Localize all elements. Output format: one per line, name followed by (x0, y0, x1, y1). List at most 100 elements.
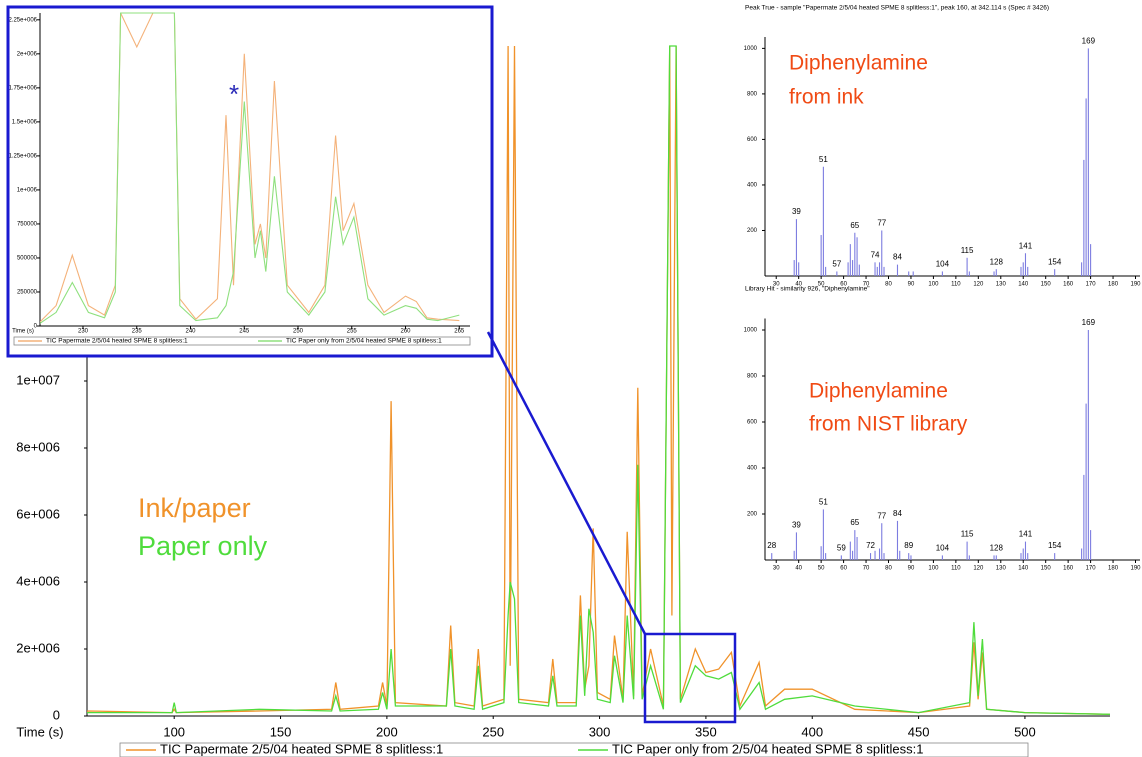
peak-label: 51 (819, 498, 828, 507)
y-tick-label: 1e+007 (16, 372, 60, 387)
peak-label: 128 (990, 257, 1004, 266)
peak-label: 154 (1048, 541, 1062, 550)
x-tick-label: 255 (347, 329, 358, 335)
x-tick-label: 400 (801, 724, 823, 739)
spectrum-bar (993, 555, 995, 560)
x-tick-label: 130 (996, 282, 1007, 288)
peak-label: 74 (871, 250, 880, 259)
legend-box (119, 742, 1029, 757)
peak-label: 89 (904, 541, 913, 550)
x-axis-label: Time (s) (16, 724, 63, 739)
x-tick-label: 90 (908, 566, 915, 572)
y-tick-label: 250000 (17, 290, 38, 296)
spectrum-bar (820, 546, 822, 560)
peak-label: 39 (792, 207, 801, 216)
x-tick-label: 200 (376, 724, 398, 739)
legend-label: TIC Papermate 2/5/04 heated SPME 8 split… (46, 338, 188, 345)
annotation: Diphenylamine (789, 52, 928, 75)
x-tick-label: 150 (270, 724, 292, 739)
y-tick-label: 4e+006 (16, 573, 60, 588)
y-tick-label: 400 (747, 466, 758, 472)
spectrum-bar (1085, 98, 1087, 276)
x-axis-label: Time (s) (12, 329, 34, 335)
x-tick-label: 170 (1086, 282, 1097, 288)
x-tick-label: 100 (928, 566, 939, 572)
spectrum-bar (1054, 553, 1056, 560)
spectrum-bar (825, 553, 827, 560)
spectrum-bar (854, 530, 856, 560)
x-tick-label: 110 (951, 566, 961, 572)
x-tick-label: 190 (1131, 566, 1142, 572)
spectrum-bar (822, 166, 824, 276)
x-tick-label: 140 (1018, 282, 1029, 288)
x-tick-label: 160 (1063, 282, 1074, 288)
spectrum-bar (912, 271, 914, 276)
spectrum-bar (910, 555, 912, 560)
series-line (87, 45, 1110, 715)
spectrum-bar (968, 555, 970, 560)
x-tick-label: 160 (1063, 566, 1074, 572)
zoom-box (643, 632, 737, 724)
x-tick-label: 150 (1041, 282, 1052, 288)
x-tick-label: 235 (132, 329, 143, 335)
x-tick-label: 70 (863, 282, 870, 288)
y-tick-label: 2e+006 (16, 640, 60, 655)
spectrum-bar (856, 237, 858, 276)
spectrum-bar (849, 541, 851, 560)
spectrum-bar (1024, 253, 1027, 276)
chart-line: 0 250000 500000 750000 1e+006 1.25e+006 1.5e+0… (6, 5, 494, 358)
y-tick-label: 600 (747, 137, 758, 143)
y-tick-label: 1.25e+006 (8, 153, 37, 159)
x-tick-label: 60 (840, 282, 847, 288)
x-tick-label: 350 (695, 724, 717, 739)
peak-label: 72 (866, 541, 875, 550)
spectrum-bar (883, 266, 885, 276)
x-tick-label: 30 (773, 282, 780, 288)
spectrum-bar (847, 262, 849, 276)
x-tick-label: 40 (795, 282, 802, 288)
x-tick-label: 265 (454, 329, 465, 335)
x-tick-label: 120 (973, 282, 984, 288)
x-tick-label: 40 (795, 566, 802, 572)
spectrum-bar (852, 550, 854, 560)
x-tick-label: 190 (1131, 282, 1142, 288)
y-tick-label: 1.75e+006 (8, 85, 37, 91)
peak-label: 141 (1019, 530, 1033, 539)
peak-label: 65 (850, 518, 859, 527)
annotation: Paper only (138, 531, 268, 561)
spectrum-bar (1024, 541, 1027, 560)
spectrum-bar (966, 541, 968, 560)
zoom-connector (486, 331, 647, 635)
x-tick-label: 90 (908, 282, 915, 288)
spectrum-bar (941, 555, 943, 560)
x-tick-label: 180 (1108, 566, 1119, 572)
y-tick-label: 0 (53, 707, 60, 722)
spectrum-bar (825, 266, 827, 276)
spectrum-bar (1090, 244, 1092, 276)
peak-label: 39 (792, 521, 801, 530)
peak-label: 115 (961, 246, 974, 255)
x-tick-label: 130 (996, 566, 1007, 572)
y-tick-label: 2e+006 (17, 51, 38, 57)
x-tick-label: 80 (885, 566, 892, 572)
peak-label: 77 (877, 219, 886, 228)
spectrum-bar (1090, 530, 1092, 560)
spectrum-bar (1083, 474, 1085, 560)
chart-bar: 200 400 600 800 1000 30 40 50 60 70 80 90 100 110 120 1… (744, 286, 1142, 572)
spectrum-bar (795, 219, 797, 276)
spectrum-bar (858, 264, 860, 276)
spectrum-bar (896, 520, 899, 560)
x-tick-label: 150 (1041, 566, 1052, 572)
spectrum-bar (1085, 403, 1087, 560)
annotation: from NIST library (809, 413, 968, 436)
chart-title: Library Hit - similarity 926, "Diphenyla… (745, 286, 870, 293)
y-tick-label: 200 (747, 228, 758, 234)
x-tick-label: 80 (885, 282, 892, 288)
spectrum-bar (993, 271, 995, 276)
peak-label: 104 (936, 544, 950, 553)
spectrum-bar (876, 266, 878, 276)
spectrum-bar (771, 553, 773, 560)
spectrum-bar (840, 555, 842, 560)
y-tick-label: 1000 (744, 328, 758, 334)
x-tick-label: 230 (78, 329, 89, 335)
